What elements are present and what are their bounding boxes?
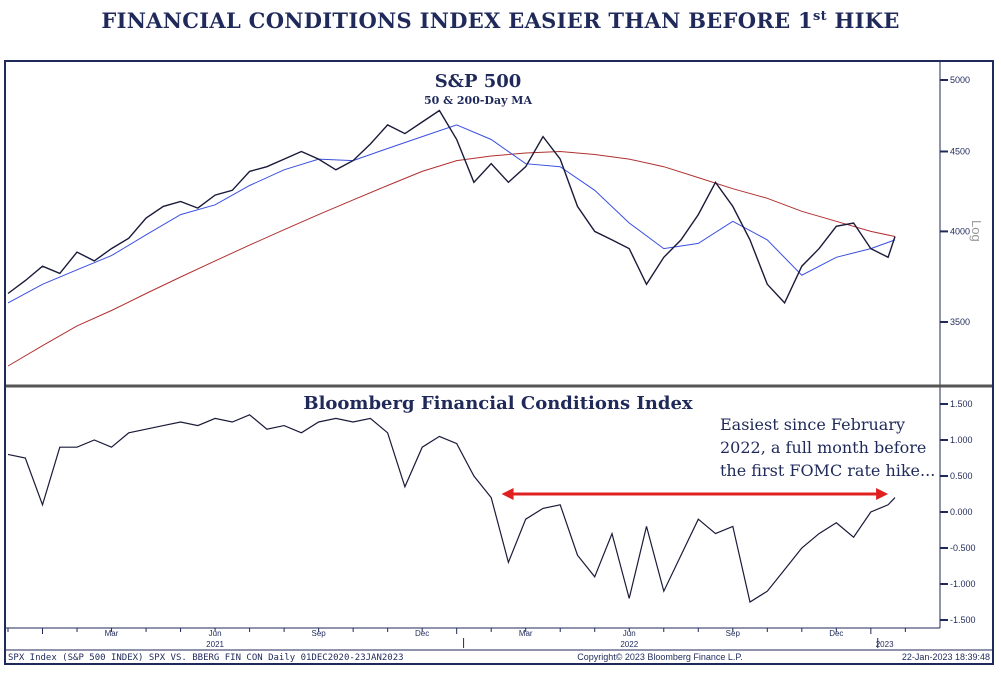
- annotation-line-2: 2022, a full month before: [720, 438, 926, 457]
- annotation-line-3: the first FOMC rate hike...: [720, 461, 935, 480]
- x-month-label: Mar: [105, 629, 119, 638]
- x-year-label: 2021: [206, 640, 224, 649]
- x-month-label: Sep: [312, 629, 327, 638]
- x-month-label: Jun: [209, 629, 222, 638]
- x-month-label: Sep: [726, 629, 741, 638]
- log-scale-label: Log: [969, 220, 984, 242]
- series-200-day-ma: [7, 150, 896, 367]
- fci-tick-label: 1.500: [950, 399, 973, 409]
- x-month-label: Jun: [623, 629, 636, 638]
- arrow-head-left-icon: [501, 488, 514, 500]
- fci-tick-label: 0.000: [950, 507, 973, 517]
- spx-tick-label: 4000: [950, 226, 970, 236]
- x-year-label: 2022: [620, 640, 638, 649]
- series-50-day-ma: [7, 124, 896, 304]
- fci-tick-label: 0.500: [950, 471, 973, 481]
- x-month-label: Dec: [415, 629, 429, 638]
- spx-title: S&P 500: [435, 71, 522, 92]
- x-month-label: Mar: [519, 629, 533, 638]
- spx-subtitle: 50 & 200-Day MA: [424, 94, 532, 107]
- spx-tick-label: 3500: [950, 317, 970, 327]
- annotation-line-1: Easiest since February: [720, 415, 905, 434]
- fci-title: Bloomberg Financial Conditions Index: [303, 393, 693, 414]
- fci-tick-label: -1.500: [950, 615, 976, 625]
- page-title: FINANCIAL CONDITIONS INDEX EASIER THAN B…: [101, 8, 900, 33]
- fci-tick-label: 1.000: [950, 435, 973, 445]
- arrow-head-right-icon: [876, 488, 889, 500]
- chart-frame: [4, 60, 994, 665]
- fci-tick-label: -1.000: [950, 579, 976, 589]
- spx-tick-label: 5000: [950, 75, 970, 85]
- fci-tick-label: -0.500: [950, 543, 976, 553]
- x-month-label: Dec: [829, 629, 843, 638]
- spx-tick-label: 4500: [950, 146, 970, 156]
- series-bfci: [7, 414, 896, 603]
- series-s-p-500: [7, 109, 896, 305]
- footer-timestamp: 22-Jan-2023 18:39:48: [902, 652, 990, 662]
- footer-left: SPX Index (S&P 500 INDEX) SPX VS. BBERG …: [8, 653, 404, 663]
- x-year-label: 2023: [876, 640, 894, 649]
- footer-copyright: Copyright© 2023 Bloomberg Finance L.P.: [577, 652, 743, 662]
